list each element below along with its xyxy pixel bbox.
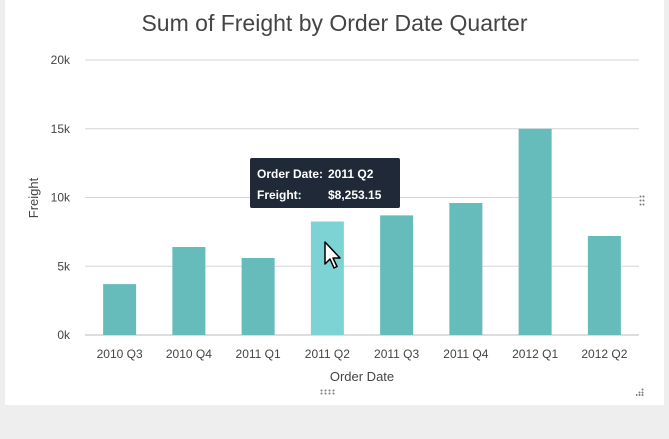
- y-tick-label: 20k: [51, 53, 71, 67]
- chart-panel: Sum of Freight by Order Date Quarter 0k 5…: [5, 0, 664, 405]
- x-tick-label: 2011 Q1: [236, 347, 281, 361]
- y-tick-label: 0k: [57, 328, 71, 342]
- bar-2012-q2[interactable]: [587, 236, 621, 335]
- chart-title: Sum of Freight by Order Date Quarter: [141, 10, 528, 36]
- x-tick-label: 2011 Q2: [305, 347, 350, 361]
- bar-2011-q2[interactable]: [310, 221, 344, 335]
- chart-tooltip: Order Date: 2011 Q2 Freight: $8,253.15: [250, 158, 400, 208]
- vertical-resize-handle-icon[interactable]: [639, 195, 645, 208]
- x-tick-label: 2011 Q3: [374, 347, 419, 361]
- bar-2010-q4[interactable]: [172, 247, 206, 335]
- bar-2010-q3[interactable]: [103, 284, 137, 335]
- mouse-pointer-icon: [324, 241, 341, 269]
- y-tick-label: 15k: [51, 122, 71, 136]
- tooltip-order-date-label: Order Date:: [257, 167, 324, 181]
- y-tick-label: 10k: [51, 191, 71, 205]
- bar-2011-q4[interactable]: [449, 203, 483, 335]
- corner-resize-handle-icon[interactable]: [636, 388, 644, 396]
- tooltip-freight-label: Freight:: [257, 188, 302, 202]
- x-axis-title: Order Date: [330, 369, 394, 384]
- x-tick-label: 2011 Q4: [443, 347, 488, 361]
- bar-2011-q1[interactable]: [241, 258, 275, 335]
- y-axis-title: Freight: [26, 177, 41, 218]
- bar-chart: 0k 5k 10k 15k 20k 2010 Q3 2010 Q4 2011 Q1 2011 …: [26, 53, 639, 384]
- x-tick-label: 2012 Q2: [581, 347, 627, 361]
- tooltip-freight-value: $8,253.15: [328, 188, 382, 202]
- x-tick-label: 2010 Q4: [166, 347, 212, 361]
- tooltip-order-date-value: 2011 Q2: [328, 167, 374, 181]
- y-tick-label: 5k: [57, 259, 71, 273]
- bar-2011-q3[interactable]: [380, 215, 414, 335]
- horizontal-resize-handle-icon[interactable]: [320, 389, 336, 395]
- x-tick-label: 2010 Q3: [97, 347, 143, 361]
- bar-2012-q1[interactable]: [518, 128, 552, 335]
- x-tick-label: 2012 Q1: [512, 347, 558, 361]
